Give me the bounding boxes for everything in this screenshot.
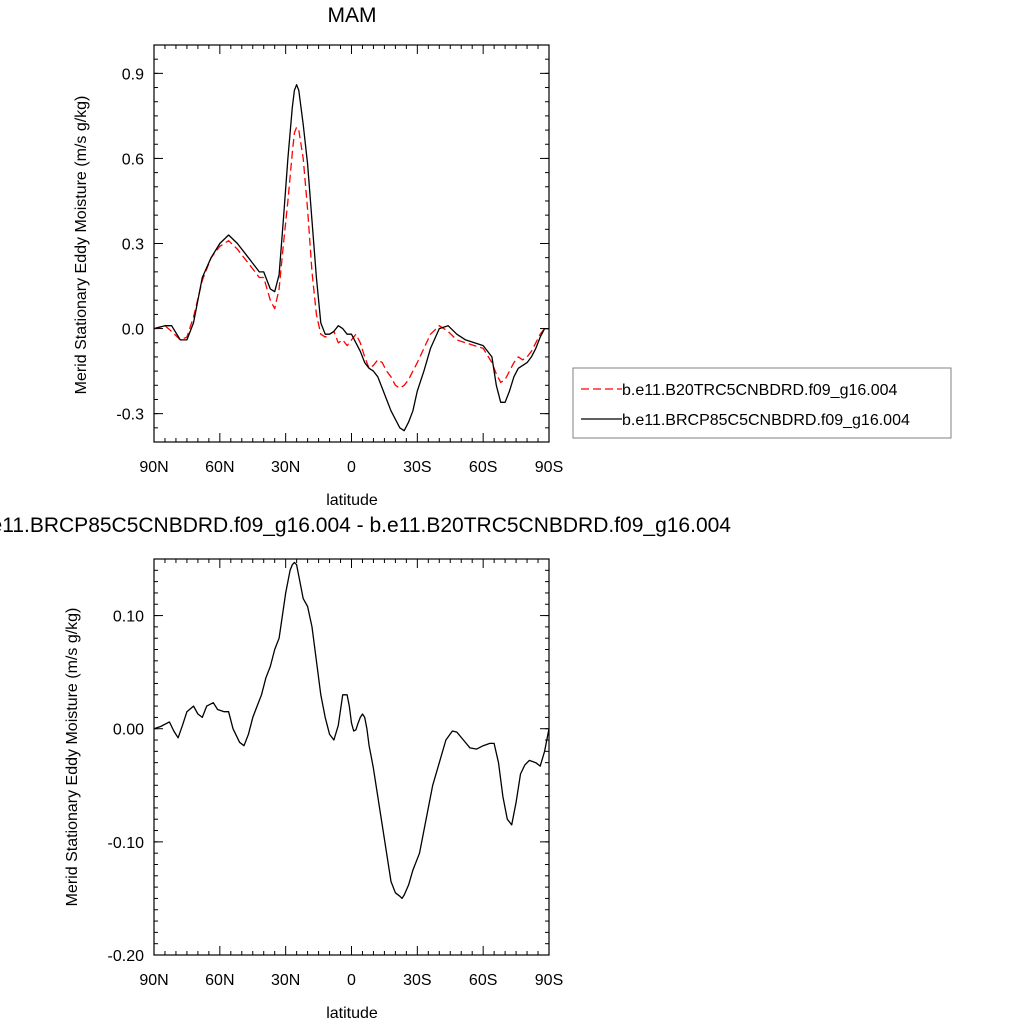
top-panel: MAM 90N 60N 30N 0 30S 60S 90S0.90.60.30.0-0.3 … [73,4,952,509]
y-tick-label: 0.3 [122,237,144,254]
y-tick-label: 0.00 [113,722,144,739]
x-tick-label: 90N [139,459,168,476]
y-tick-label: -0.20 [108,948,145,965]
y-tick-label: -0.10 [108,835,145,852]
x-tick-label: 30N [271,459,300,476]
x-tick-label: 90S [535,972,563,989]
series-line-0 [153,561,550,900]
x-tick-label: 30N [271,972,300,989]
top-y-axis-label: Merid Stationary Eddy Moisture (m/s g/kg… [73,96,90,395]
y-tick-label: 0.6 [122,151,144,168]
x-tick-label: 90S [535,459,563,476]
x-tick-label: 30S [403,459,431,476]
bottom-panel: b.e11.BRCP85C5CNBDRD.f09_g16.004 - b.e11… [0,514,731,1022]
x-tick-label: 60N [205,972,234,989]
series-line-0 [153,126,549,389]
x-tick-label: 60N [205,459,234,476]
legend-box [572,367,952,439]
top-chart-title: MAM [328,4,377,27]
bottom-plot-area: 90N 60N 30N 0 30S 60S 90S 0.10 0.00 -0.10 -0.20 [108,558,563,989]
y-tick-label: 0.9 [122,66,144,83]
bottom-y-axis-label: Merid Stationary Eddy Moisture (m/s g/kg… [64,608,81,907]
y-tick-label: 0.0 [122,322,144,339]
top-plot-area: 90N 60N 30N 0 30S 60S 90S 0.9 0.6 0.3 0.0 -0.3 [116,44,563,476]
x-tick-label: 0 [347,459,356,476]
bottom-chart-title: b.e11.BRCP85C5CNBDRD.f09_g16.004 - b.e11… [0,514,731,537]
top-series-group [153,84,549,432]
plot-frame [153,558,550,956]
plot-frame [153,44,550,443]
bottom-series-group [153,561,550,900]
x-tick-label: 60S [469,459,497,476]
x-tick-label: 60S [469,972,497,989]
bottom-x-axis-label: latitude [326,1005,378,1022]
legend-label-0: b.e11.B20TRC5CNBDRD.f09_g16.004 [622,382,898,399]
top-x-axis-label: latitude [326,492,378,509]
y-tick-label: -0.3 [116,407,144,424]
series-line-1 [153,84,549,432]
x-tick-label: 90N [139,972,168,989]
legend-label-1: b.e11.BRCP85C5CNBDRD.f09_g16.004 [622,412,910,429]
x-tick-label: 30S [403,972,431,989]
x-tick-label: 0 [347,972,356,989]
y-tick-label: 0.10 [113,609,144,626]
legend: b.e11.B20TRC5CNBDRD.f09_g16.004 b.e11.BR… [572,367,952,439]
